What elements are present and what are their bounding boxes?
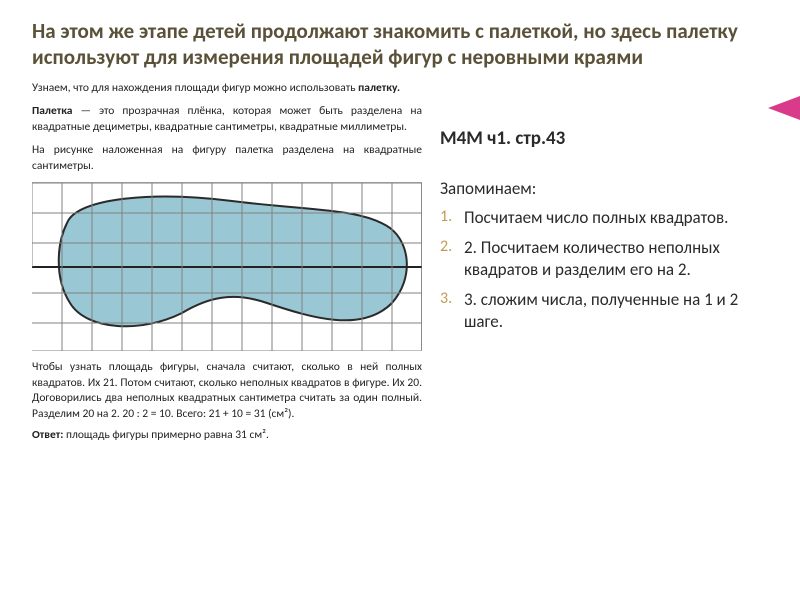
answer-label: Ответ: [32, 428, 63, 442]
intro-bold: палетку. [358, 81, 400, 95]
def-body: — это прозрачная плёнка, которая может б… [32, 104, 422, 134]
def-term: Палетка [32, 104, 72, 118]
slide-title: На этом же этапе детей продолжают знаком… [32, 18, 768, 71]
intro-part-a: Узнаем, что для нахождения площади фигур… [32, 81, 358, 95]
step-item: 3. сложим числа, полученные на 1 и 2 шаг… [464, 289, 768, 333]
answer-line: Ответ: площадь фигуры примерно равна 31 … [32, 428, 422, 442]
textbook-reference: М4М ч1. стр.43 [440, 127, 768, 150]
palette-grid-figure [32, 182, 422, 350]
figure-caption: На рисунке наложенная на фигуру палетка … [32, 143, 422, 174]
grid-svg [32, 183, 422, 351]
pink-arrow-icon [766, 96, 800, 120]
textbook-excerpt: Узнаем, что для нахождения площади фигур… [32, 81, 422, 443]
steps-list: Посчитаем число полных квадратов. 2. Пос… [440, 207, 768, 333]
step-item: 2. Посчитаем количество неполных квадрат… [464, 237, 768, 281]
intro-text: Узнаем, что для нахождения площади фигур… [32, 81, 422, 97]
calculation-text: Чтобы узнать площадь фигуры, сначала счи… [32, 360, 422, 422]
answer-text: площадь фигуры примерно равна 31 см². [63, 428, 269, 442]
irregular-shape [59, 197, 407, 327]
notes-column: М4М ч1. стр.43 Запоминаем: Посчитаем чис… [440, 81, 768, 443]
step-item: Посчитаем число полных квадратов. [464, 207, 768, 229]
definition-text: Палетка — это прозрачная плёнка, которая… [32, 104, 422, 135]
remember-heading: Запоминаем: [440, 178, 768, 199]
